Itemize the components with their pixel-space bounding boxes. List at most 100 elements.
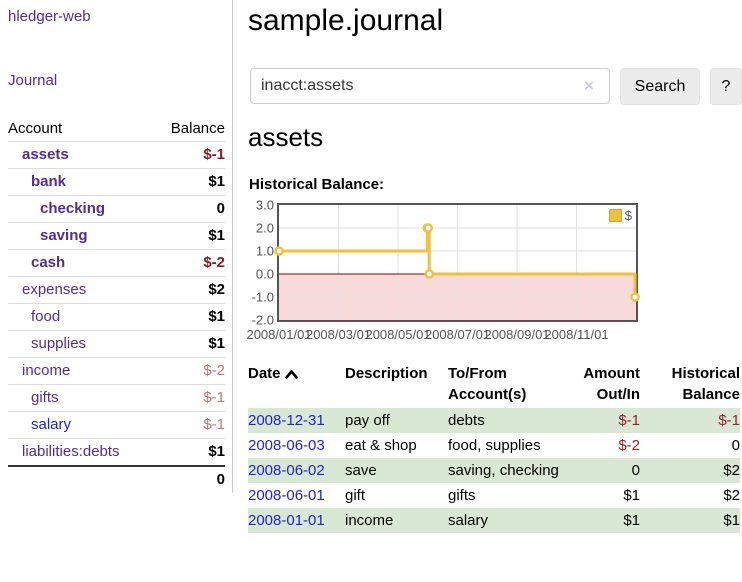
y-tick-label: 2.0	[255, 220, 274, 236]
sidebar-item-journal[interactable]: Journal	[8, 72, 58, 89]
transaction-description: save	[345, 462, 377, 479]
accounts-table: Account Balance assets $-1 bank $1 checking 0…	[8, 116, 225, 493]
header-amount: Amount Out/In	[583, 365, 640, 403]
transaction-row: 2008-12-31 pay off debts $-1 $-1	[248, 408, 740, 433]
search-form: × Search ?	[248, 68, 742, 106]
account-balance: $2	[154, 276, 225, 304]
account-link-liabilities-debts[interactable]: liabilities:debts	[22, 443, 120, 460]
account-row: supplies $1	[8, 330, 225, 358]
account-balance: $1	[154, 168, 225, 196]
account-row: salary $-1	[8, 411, 225, 439]
account-link-expenses[interactable]: expenses	[22, 281, 87, 298]
search-button[interactable]: Search	[620, 68, 700, 105]
clear-search-icon[interactable]: ×	[584, 76, 594, 95]
transaction-balance: 0	[731, 437, 740, 454]
chart-plot-area[interactable]: $	[274, 203, 640, 322]
account-link-income[interactable]: income	[22, 362, 71, 379]
page-title: sample.journal	[248, 4, 444, 37]
x-tick-label: 2008/07/01	[424, 327, 491, 342]
account-balance: $-2	[154, 249, 225, 277]
header-date: Date	[248, 360, 345, 408]
transaction-balance: $-1	[718, 412, 740, 429]
account-balance: $1	[154, 303, 225, 331]
help-button[interactable]: ?	[710, 68, 742, 105]
transaction-row: 2008-01-01 income salary $1 $1	[248, 508, 740, 533]
x-tick-label: 2008/05/01	[365, 327, 431, 342]
transaction-amount: $-1	[618, 412, 640, 429]
transaction-description: pay off	[345, 412, 390, 429]
legend-label: $	[624, 208, 632, 223]
chart-title: Historical Balance:	[249, 176, 385, 193]
transaction-row: 2008-06-03 eat & shop food, supplies $-2 0	[248, 433, 740, 458]
account-link-cash[interactable]: cash	[31, 254, 66, 271]
account-link-supplies[interactable]: supplies	[31, 335, 87, 352]
chart-canvas	[274, 205, 640, 320]
account-heading: assets	[248, 122, 324, 152]
header-tofrom: To/From Account(s)	[448, 365, 527, 403]
account-link-assets[interactable]: assets	[22, 146, 69, 163]
y-tick-label: 3.0	[255, 197, 274, 213]
accounts-table-body: assets $-1 bank $1 checking 0 saving $1 cash $-2 e…	[8, 141, 225, 493]
transaction-date-link[interactable]: 2008-12-31	[248, 412, 325, 429]
account-row: bank $1	[8, 168, 225, 196]
account-row: gifts $-1	[8, 384, 225, 412]
account-balance: $1	[154, 330, 225, 358]
chart-legend: $	[608, 208, 632, 223]
transaction-date-link[interactable]: 2008-06-02	[248, 462, 325, 479]
transactions-table: Date Description To/From Account(s) Amou…	[248, 360, 740, 533]
x-tick-label: 2008/03/01	[305, 327, 372, 342]
account-link-gifts[interactable]: gifts	[31, 389, 59, 406]
accounts-total-row: 0	[8, 465, 225, 493]
sidebar-nav: Journal	[8, 72, 224, 90]
accounts-total-balance: 0	[154, 465, 225, 493]
transaction-row: 2008-06-02 save saving, checking 0 $2	[248, 458, 740, 483]
account-row: assets $-1	[8, 141, 225, 169]
transaction-balance: $1	[723, 512, 740, 529]
transaction-accounts: salary	[448, 512, 489, 529]
y-tick-label: -1.0	[251, 289, 274, 305]
accounts-header-account: Account	[8, 120, 63, 137]
accounts-header-row: Account Balance	[8, 116, 225, 142]
account-row: expenses $2	[8, 276, 225, 304]
x-tick-label: 2008/09/01	[484, 327, 550, 342]
sort-ascending-icon	[284, 364, 298, 385]
transaction-accounts: saving, checking	[448, 462, 559, 479]
transaction-accounts: debts	[448, 412, 485, 429]
transaction-description: income	[345, 512, 394, 529]
account-row: food $1	[8, 303, 225, 331]
transaction-description: eat & shop	[345, 437, 417, 454]
account-link-bank[interactable]: bank	[31, 173, 67, 190]
transaction-accounts: food, supplies	[448, 437, 541, 454]
x-tick-label: 2008/11/01	[544, 327, 609, 342]
transaction-amount: 0	[631, 462, 640, 479]
x-tick-label: 2008/01/01	[246, 327, 312, 342]
account-row: liabilities:debts $1	[8, 438, 225, 466]
app-brand: hledger-web	[8, 8, 224, 26]
transaction-row: 2008-06-01 gift gifts $1 $2	[248, 483, 740, 508]
header-description: Description	[345, 365, 428, 382]
account-balance: $-1	[154, 384, 225, 412]
main-content: sample.journal × Search ? assets Histori…	[246, 0, 742, 582]
account-row: income $-2	[8, 357, 225, 385]
account-balance: $-1	[154, 141, 225, 169]
search-input[interactable]	[250, 68, 610, 104]
account-link-checking[interactable]: checking	[40, 200, 106, 217]
brand-link[interactable]: hledger-web	[8, 8, 91, 25]
account-balance: $-1	[154, 411, 225, 439]
transaction-date-link[interactable]: 2008-01-01	[248, 512, 325, 529]
account-balance: $-2	[154, 357, 225, 385]
account-balance: $1	[154, 438, 225, 466]
account-link-saving[interactable]: saving	[40, 227, 88, 244]
transaction-amount: $1	[623, 487, 640, 504]
account-row: checking 0	[8, 195, 225, 223]
transaction-accounts: gifts	[448, 487, 476, 504]
transaction-date-link[interactable]: 2008-06-03	[248, 437, 325, 454]
sidebar: hledger-web Journal Account Balance asse…	[0, 0, 233, 493]
transaction-balance: $2	[723, 462, 740, 479]
y-tick-label: 1.0	[255, 243, 274, 259]
account-link-food[interactable]: food	[31, 308, 61, 325]
transaction-date-link[interactable]: 2008-06-01	[248, 487, 325, 504]
account-balance: 0	[154, 195, 225, 223]
account-link-salary[interactable]: salary	[31, 416, 72, 433]
